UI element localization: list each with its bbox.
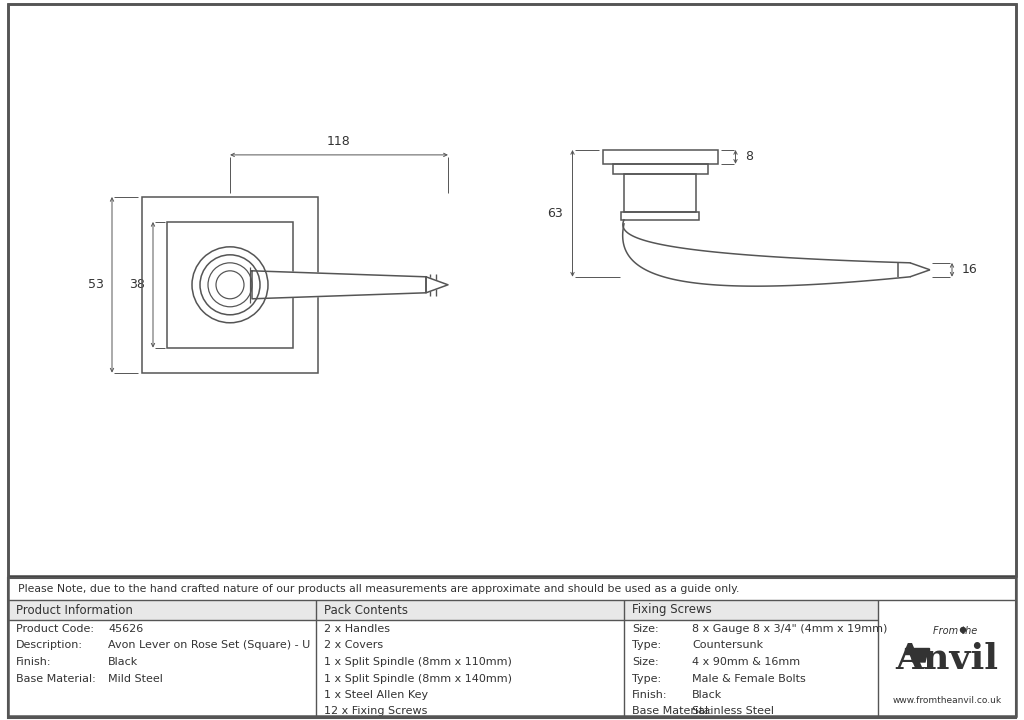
Text: 45626: 45626 [108,624,143,634]
Text: Size:: Size: [632,624,658,634]
Text: Finish:: Finish: [632,690,668,700]
Bar [316,600,624,620]
Bar [624,174,696,212]
Polygon shape [252,271,426,299]
Text: 2 x Handles: 2 x Handles [324,624,390,634]
Text: Male & Female Bolts: Male & Female Bolts [692,673,806,683]
Text: 38: 38 [129,279,145,292]
Text: Finish:: Finish: [16,657,51,667]
Text: Type:: Type: [632,641,662,650]
Text: 16: 16 [962,264,978,276]
Text: www.fromtheanvil.co.uk: www.fromtheanvil.co.uk [893,696,1001,705]
Text: Base Material:: Base Material: [632,706,712,716]
Text: Fixing Screws: Fixing Screws [632,603,712,616]
Polygon shape [905,648,929,654]
Text: Countersunk: Countersunk [692,641,763,650]
Text: 63: 63 [547,207,562,220]
Bar [624,600,878,620]
Circle shape [961,628,966,632]
Text: Description:: Description: [16,641,83,650]
Text: Anvil: Anvil [896,642,998,676]
Text: 2 x Covers: 2 x Covers [324,641,383,650]
Text: Black: Black [692,690,722,700]
Text: 118: 118 [327,135,351,148]
Text: 1 x Split Spindle (8mm x 140mm): 1 x Split Spindle (8mm x 140mm) [324,673,512,683]
Text: 1 x Steel Allen Key: 1 x Steel Allen Key [324,690,428,700]
Text: 4 x 90mm & 16mm: 4 x 90mm & 16mm [692,657,800,667]
Text: Base Material:: Base Material: [16,673,96,683]
Text: 53: 53 [88,279,104,292]
Text: Stainless Steel: Stainless Steel [692,706,774,716]
Bar [612,164,708,174]
Text: 8 x Gauge 8 x 3/4" (4mm x 19mm): 8 x Gauge 8 x 3/4" (4mm x 19mm) [692,624,888,634]
Text: 12 x Fixing Screws: 12 x Fixing Screws [324,706,427,716]
Text: Please Note, due to the hand crafted nature of our products all measurements are: Please Note, due to the hand crafted nat… [18,584,739,594]
Text: Product Information: Product Information [16,603,133,616]
Polygon shape [911,654,927,662]
Bar [621,212,699,220]
Text: Size:: Size: [632,657,658,667]
Bar [167,222,293,348]
Text: Black: Black [108,657,138,667]
Text: 8: 8 [745,150,754,163]
Text: From the: From the [933,626,977,636]
Text: Type:: Type: [632,673,662,683]
Text: Product Code:: Product Code: [16,624,94,634]
Bar [142,197,318,373]
Bar [8,600,316,620]
Bar [602,150,718,164]
Text: Pack Contents: Pack Contents [324,603,408,616]
Polygon shape [426,276,449,293]
Text: Avon Lever on Rose Set (Square) - U: Avon Lever on Rose Set (Square) - U [108,641,310,650]
Text: Mild Steel: Mild Steel [108,673,163,683]
Text: 1 x Split Spindle (8mm x 110mm): 1 x Split Spindle (8mm x 110mm) [324,657,512,667]
